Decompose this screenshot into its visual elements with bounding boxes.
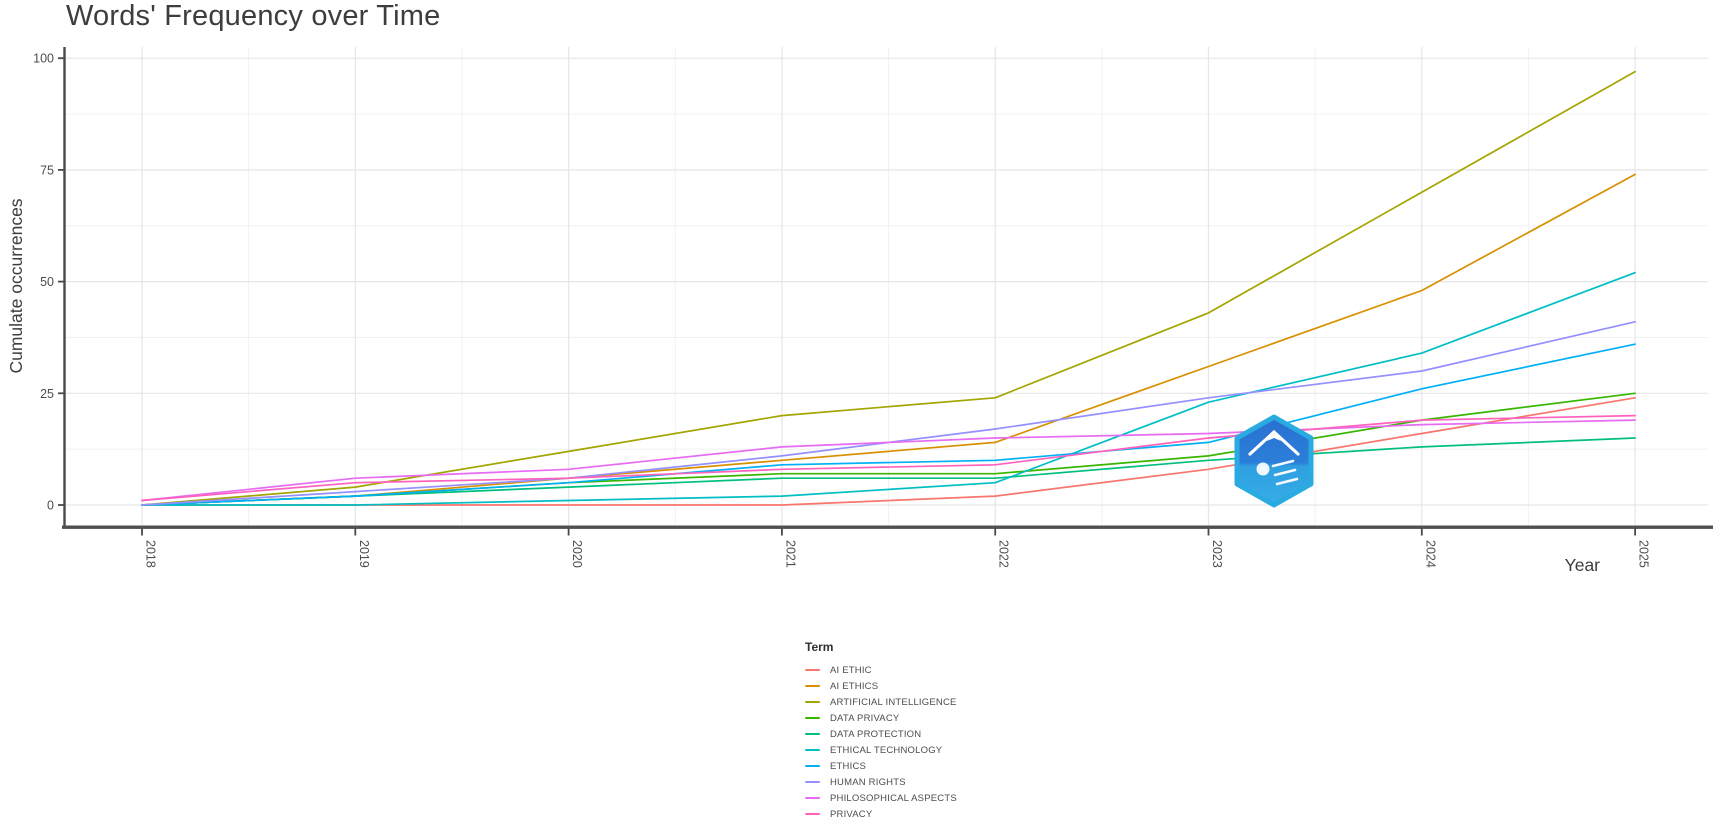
legend-item: ETHICS — [805, 758, 1125, 774]
x-tick-label: 2019 — [357, 540, 371, 568]
legend-item-label: HUMAN RIGHTS — [830, 776, 906, 788]
x-axis-line — [62, 525, 1713, 529]
legend-item-label: DATA PRIVACY — [830, 712, 900, 724]
x-tick-label: 2021 — [783, 540, 797, 568]
legend-item-label: ETHICS — [830, 760, 867, 772]
series-line-privacy — [141, 414, 1636, 502]
legend-swatch-line — [805, 796, 820, 800]
legend-item: AI ETHIC — [805, 662, 1125, 678]
legend-item: DATA PRIVACY — [805, 710, 1125, 726]
legend-item: ARTIFICIAL INTELLIGENCE — [805, 694, 1125, 710]
legend-items: AI ETHIC AI ETHICS ARTIFICIAL INTELLIGENCE… — [805, 662, 1125, 822]
page-title: Words' Frequency over Time — [66, 0, 441, 32]
legend-swatch-line — [805, 748, 820, 752]
legend-item: HUMAN RIGHTS — [805, 774, 1125, 790]
legend-item-label: PHILOSOPHICAL ASPECTS — [830, 792, 957, 804]
legend-item-label: DATA PROTECTION — [830, 728, 922, 740]
legend-swatch-line — [805, 700, 820, 704]
legend-item-label: ETHICAL TECHNOLOGY — [830, 744, 943, 756]
x-tick-label: 2023 — [1210, 540, 1224, 568]
axis-tick-labels: 0 25 50 75 100 2018 2019 2020 2021 2022 2023 2024 20… — [33, 52, 1650, 568]
legend-item-label: AI ETHIC — [830, 664, 872, 676]
logo-lines — [1271, 459, 1299, 486]
y-axis-title: Cumulate occurrences — [6, 198, 26, 373]
legend-item-label: PRIVACY — [830, 808, 873, 820]
logo-arrowhead — [1267, 433, 1281, 441]
y-tick-label: 100 — [33, 52, 54, 66]
legend-title: Term — [805, 640, 834, 654]
hexagon-border — [1234, 414, 1314, 508]
series-line-ethical-technology — [141, 271, 1636, 506]
y-tick-label: 0 — [47, 499, 54, 513]
gridlines-major — [65, 47, 1708, 525]
legend-swatch-line — [805, 780, 820, 784]
y-tick-label: 75 — [40, 163, 54, 177]
x-tick-label: 2024 — [1423, 540, 1437, 568]
axis-ticks — [58, 57, 1636, 536]
x-tick-label: 2020 — [570, 540, 584, 568]
x-axis-title: Year — [1565, 555, 1601, 575]
legend-item: DATA PROTECTION — [805, 726, 1125, 742]
legend-swatch-line — [805, 764, 820, 768]
legend-swatch-line — [805, 732, 820, 736]
gridlines-minor — [65, 47, 1708, 525]
legend-item: ETHICAL TECHNOLOGY — [805, 742, 1125, 758]
series-line-ethics — [141, 343, 1636, 506]
legend-item: PHILOSOPHICAL ASPECTS — [805, 790, 1125, 806]
legend-item-label: AI ETHICS — [830, 680, 879, 692]
legend-item-label: ARTIFICIAL INTELLIGENCE — [830, 696, 957, 708]
legend-swatch-line — [805, 812, 820, 816]
logo-dot — [1256, 462, 1270, 476]
hexagon-logo-watermark — [1234, 414, 1314, 508]
legend-item: AI ETHICS — [805, 678, 1125, 694]
x-tick-label: 2018 — [144, 540, 158, 568]
series-line-philosophical-aspects — [141, 419, 1636, 502]
axes — [62, 47, 1713, 529]
legend-item: PRIVACY — [805, 806, 1125, 822]
legend-swatch-line — [805, 684, 820, 688]
x-tick-label: 2025 — [1637, 540, 1651, 568]
y-tick-label: 50 — [40, 275, 54, 289]
x-tick-label: 2022 — [997, 540, 1011, 568]
line-chart: 0 25 50 75 100 2018 2019 2020 2021 2022 2023 2024 20… — [6, 47, 1713, 575]
y-tick-label: 25 — [40, 387, 54, 401]
series-lines — [141, 70, 1636, 506]
legend-swatch-line — [805, 716, 820, 720]
logo-mountain — [1248, 429, 1300, 456]
legend-swatch-line — [805, 668, 820, 672]
legend: Term AI ETHIC AI ETHICS ARTIFICIAL INTELLI… — [805, 640, 1125, 822]
